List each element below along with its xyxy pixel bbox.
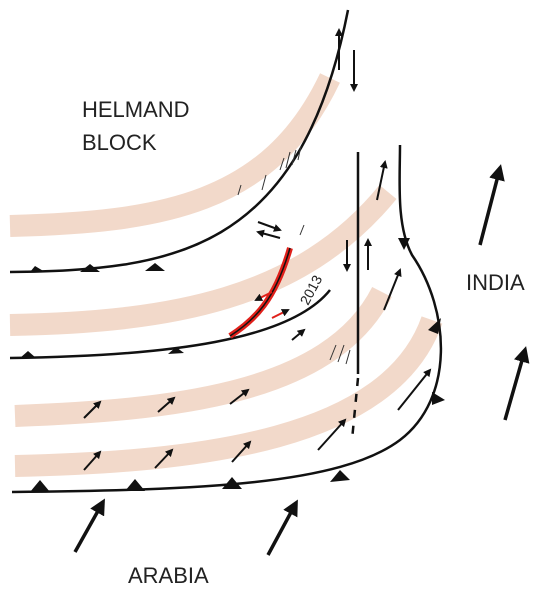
faults (9, 9, 445, 494)
motion-arrows (73, 28, 530, 556)
label: HELMAND (82, 97, 190, 122)
label: BLOCK (82, 130, 157, 155)
label: ARABIA (128, 563, 209, 588)
fault-ticks (237, 145, 351, 365)
deformation-bands (9, 73, 443, 477)
strike-slip-2013 (228, 247, 293, 339)
label: INDIA (466, 270, 525, 295)
